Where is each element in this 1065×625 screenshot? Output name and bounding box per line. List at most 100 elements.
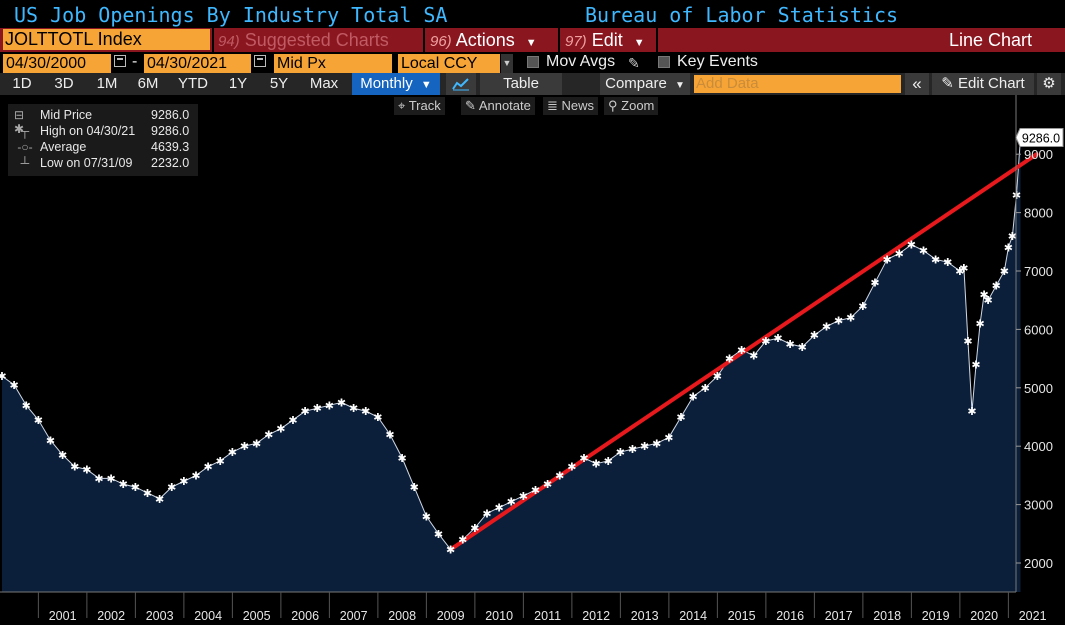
x-tick-label: 2007 xyxy=(340,609,368,623)
actions-menu-button[interactable]: 96) Actions ▼ xyxy=(430,28,555,52)
pencil-icon[interactable]: ✎ xyxy=(628,55,640,71)
data-point: ✱ xyxy=(725,353,734,366)
x-tick-label: 2003 xyxy=(146,609,174,623)
track-button[interactable]: ⌖ Track xyxy=(394,97,445,115)
y-axis: 2000 3000 4000 5000 6000 7000 8000 9000 xyxy=(1015,95,1053,592)
y-tick-label: 5000 xyxy=(1024,381,1053,396)
zoom-button[interactable]: ⚲ Zoom xyxy=(604,97,659,115)
start-date-field[interactable]: 04/30/2000 xyxy=(3,54,111,73)
data-point: ✱ xyxy=(337,396,346,409)
legend-row-mid-price[interactable]: ⊟ ✱ Mid Price 9286.0 xyxy=(8,108,198,136)
add-data-input[interactable]: Add Data xyxy=(694,75,901,93)
data-point: ✱ xyxy=(713,370,722,383)
x-tick-label: 2015 xyxy=(728,609,756,623)
end-date-field[interactable]: 04/30/2021 xyxy=(144,54,251,73)
data-point: ✱ xyxy=(810,329,819,342)
annotate-label: Annotate xyxy=(478,98,531,113)
frequency-select[interactable]: Monthly ▼ xyxy=(352,73,440,95)
range-3d-button[interactable]: 3D xyxy=(54,75,74,92)
chart-type-label[interactable]: Line Chart xyxy=(949,28,1059,52)
pencil-icon: ✎ xyxy=(465,98,476,113)
low-marker-icon: ┴ xyxy=(14,156,30,170)
range-6m-button[interactable]: 6M xyxy=(137,75,159,92)
news-button[interactable]: ≣ News xyxy=(543,97,599,115)
compare-button[interactable]: Compare ▼ xyxy=(600,73,690,95)
data-point: ✱ xyxy=(883,253,892,266)
data-point: ✱ xyxy=(773,332,782,345)
data-point: ✱ xyxy=(470,522,479,535)
key-events-checkbox[interactable] xyxy=(658,56,670,68)
data-point: ✱ xyxy=(288,414,297,427)
x-tick-label: 2002 xyxy=(97,609,125,623)
range-1d-button[interactable]: 1D xyxy=(12,75,32,92)
y-tick-label: 7000 xyxy=(1024,264,1053,279)
calendar-icon[interactable] xyxy=(254,55,266,67)
data-point: ✱ xyxy=(10,379,19,392)
data-point: ✱ xyxy=(971,358,980,371)
chevron-down-icon[interactable]: ▼ xyxy=(501,54,513,73)
x-tick-label: 2021 xyxy=(1019,609,1047,623)
y-tick-label: 8000 xyxy=(1024,206,1053,221)
data-point: ✱ xyxy=(992,280,1001,293)
actions-label: Actions xyxy=(455,30,515,50)
y-tick-label: 6000 xyxy=(1024,322,1053,337)
data-point: ✱ xyxy=(1004,242,1013,255)
trendline xyxy=(448,152,1039,552)
data-point: ✱ xyxy=(34,414,43,427)
last-value-box xyxy=(1015,127,1064,147)
separator xyxy=(423,28,425,52)
data-point: ✱ xyxy=(119,478,128,491)
x-tick-label: 2006 xyxy=(291,609,319,623)
range-1m-button[interactable]: 1M xyxy=(96,75,118,92)
chart-title: US Job Openings By Industry Total SA xyxy=(14,3,448,27)
chart-area[interactable]: ✱✱✱✱✱✱✱ ✱✱ ✱ ✱ ✱ ✱ ✱✱ ✱ ✱✱ ✱✱ ✱ ✱✱ ✱✱✱ ✱ ✱ ✱ ✱ ✱ ✱✱✱✱✱✱✱✱✱… xyxy=(0,95,1065,625)
date-range-dash: - xyxy=(132,53,138,70)
range-1y-button[interactable]: 1Y xyxy=(228,75,248,92)
chevron-down-icon: ▼ xyxy=(525,37,537,49)
line-chart-icon[interactable] xyxy=(446,73,476,95)
y-tick-label: 2000 xyxy=(1024,556,1053,571)
edit-chart-button[interactable]: ✎ Edit Chart xyxy=(932,73,1034,95)
data-point: ✱ xyxy=(446,543,455,556)
data-point: ✱ xyxy=(737,344,746,357)
range-5y-button[interactable]: 5Y xyxy=(269,75,289,92)
data-point: ✱ xyxy=(191,469,200,482)
range-ytd-button[interactable]: YTD xyxy=(178,75,208,92)
collapse-left-icon[interactable]: « xyxy=(905,73,929,95)
mov-avgs-checkbox[interactable] xyxy=(527,56,539,68)
data-point: ✱ xyxy=(179,475,188,488)
x-tick-label: 2011 xyxy=(534,609,561,623)
data-point: ✱ xyxy=(22,399,31,412)
legend-value: 9286.0 xyxy=(151,108,190,122)
x-tick-label: 2005 xyxy=(243,609,271,623)
data-point: ✱ xyxy=(507,496,516,509)
ticker-field[interactable]: JOLTTOTL Index xyxy=(3,29,210,50)
range-max-button[interactable]: Max xyxy=(309,75,339,92)
edit-menu-button[interactable]: 97) Edit ▼ xyxy=(565,28,655,52)
last-value-tag: 9286.0 xyxy=(1015,127,1064,147)
calendar-icon[interactable] xyxy=(114,55,126,67)
data-point: ✱ xyxy=(931,253,940,266)
currency-select[interactable]: Local CCY xyxy=(398,54,500,73)
gear-icon[interactable]: ⚙ xyxy=(1037,73,1061,95)
x-tick-label: 2017 xyxy=(825,609,853,623)
x-tick-label: 2013 xyxy=(631,609,659,623)
data-point: ✱ xyxy=(870,277,879,290)
actions-number: 96) xyxy=(430,33,452,50)
annotate-button[interactable]: ✎ Annotate xyxy=(461,97,535,115)
data-point: ✱ xyxy=(846,312,855,325)
data-point: ✱ xyxy=(361,405,370,418)
data-point: ✱ xyxy=(240,440,249,453)
table-button[interactable]: Table xyxy=(480,73,562,95)
x-tick-label: 2016 xyxy=(776,609,804,623)
data-point: ✱ xyxy=(652,437,661,450)
x-tick-label: 2004 xyxy=(194,609,222,623)
data-point: ✱ xyxy=(531,484,540,497)
legend-label: High on 04/30/21 xyxy=(40,124,136,138)
legend-row-high: ┬ High on 04/30/21 9286.0 xyxy=(8,124,198,140)
trendline-segment xyxy=(448,152,1039,552)
suggested-charts-button[interactable]: 94) Suggested Charts xyxy=(218,28,418,52)
data-point: ✱ xyxy=(0,370,7,383)
price-field-select[interactable]: Mid Px xyxy=(274,54,392,73)
pencil-icon: ✎ xyxy=(941,75,954,92)
